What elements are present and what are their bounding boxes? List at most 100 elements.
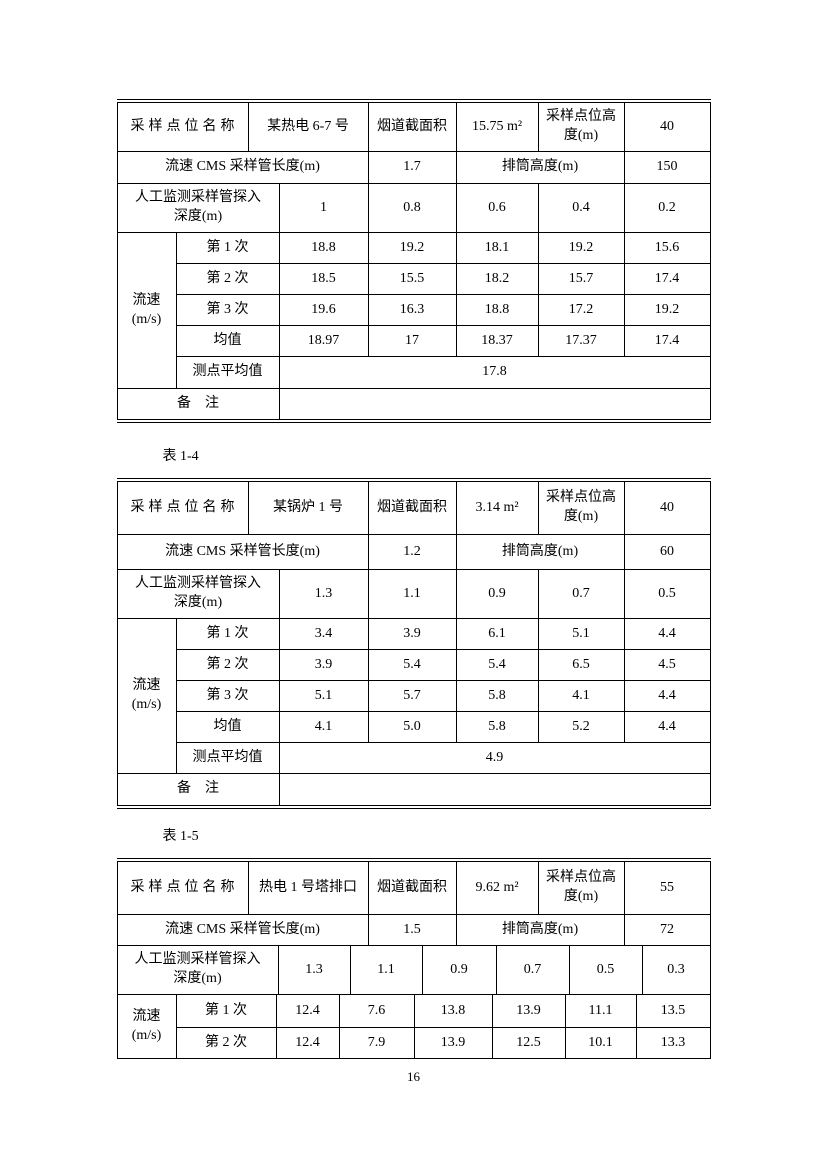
probe-value: 0.9 — [422, 946, 497, 995]
trial-value: 5.1 — [538, 619, 625, 650]
speed-section: 流速 (m/s) 第 1 次 18.8 19.2 18.1 19.2 15.6 … — [116, 233, 711, 389]
trial-value: 17.4 — [624, 264, 711, 295]
trial-value: 16.3 — [368, 295, 457, 326]
cms-value: 1.5 — [368, 915, 457, 946]
table-row: 流速 CMS 采样管长度(m) 1.2 排筒高度(m) 60 — [116, 535, 711, 570]
trial-value: 18.5 — [279, 264, 369, 295]
area-label: 烟道截面积 — [368, 103, 457, 152]
trial-value: 19.2 — [624, 295, 711, 326]
measurement-table-1-4: 采样点位名称 某锅炉 1 号 烟道截面积 3.14 m² 采样点位高 度(m) … — [116, 478, 711, 809]
trial-label: 第 1 次 — [176, 233, 280, 264]
trial-label: 第 1 次 — [176, 619, 280, 650]
trial-value: 15.7 — [538, 264, 625, 295]
probe-value: 0.4 — [538, 184, 625, 233]
trial-row: 第 3 次 5.1 5.7 5.8 4.1 4.4 — [176, 681, 711, 712]
trial-value: 5.8 — [456, 681, 539, 712]
table-row: 流速 CMS 采样管长度(m) 1.5 排筒高度(m) 72 — [116, 915, 711, 946]
area-label: 烟道截面积 — [368, 482, 457, 535]
table-row: 人工监测采样管探入 深度(m) 1.3 1.1 0.9 0.7 0.5 0.3 — [116, 946, 711, 995]
point-average-label: 测点平均值 — [176, 357, 280, 389]
trial-value: 4.4 — [624, 619, 711, 650]
probe-value: 0.2 — [624, 184, 711, 233]
remark-label: 备 注 — [116, 389, 280, 419]
name-value: 某热电 6-7 号 — [248, 103, 369, 152]
stack-label: 排筒高度(m) — [456, 535, 625, 570]
trial-value: 7.9 — [339, 1028, 415, 1059]
table-caption-1-4: 表 1-4 — [162, 449, 199, 464]
height-value: 40 — [624, 103, 711, 152]
speed-section: 流速 (m/s) 第 1 次 3.4 3.9 6.1 5.1 4.4 第 2 次… — [116, 619, 711, 774]
speed-label: 流速 (m/s) — [116, 233, 177, 389]
speed-label: 流速 (m/s) — [116, 995, 177, 1059]
trial-value: 18.1 — [456, 233, 539, 264]
trial-label: 均值 — [176, 326, 280, 357]
trial-value: 19.6 — [279, 295, 369, 326]
trial-value: 5.4 — [456, 650, 539, 681]
trial-label: 第 2 次 — [176, 264, 280, 295]
probe-value: 1.3 — [278, 946, 351, 995]
table-row: 采样点位名称 某热电 6-7 号 烟道截面积 15.75 m² 采样点位高 度(… — [116, 103, 711, 152]
cms-label: 流速 CMS 采样管长度(m) — [116, 915, 369, 946]
remark-label: 备 注 — [116, 774, 280, 805]
trial-row: 第 2 次 3.9 5.4 5.4 6.5 4.5 — [176, 650, 711, 681]
trial-value: 4.1 — [279, 712, 369, 743]
trial-value: 18.97 — [279, 326, 369, 357]
probe-value: 0.8 — [368, 184, 457, 233]
trial-value: 15.5 — [368, 264, 457, 295]
height-label: 采样点位高 度(m) — [538, 103, 625, 152]
probe-label: 人工监测采样管探入 深度(m) — [116, 570, 280, 619]
trial-value: 11.1 — [565, 995, 637, 1028]
area-value: 15.75 m² — [456, 103, 539, 152]
trial-value: 18.8 — [279, 233, 369, 264]
remark-value — [280, 389, 711, 419]
table-row: 人工监测采样管探入 深度(m) 1.3 1.1 0.9 0.7 0.5 — [116, 570, 711, 619]
cms-label: 流速 CMS 采样管长度(m) — [116, 535, 369, 570]
page-number: 16 — [407, 1069, 420, 1084]
table-row: 采样点位名称 某锅炉 1 号 烟道截面积 3.14 m² 采样点位高 度(m) … — [116, 482, 711, 535]
stack-label: 排筒高度(m) — [456, 915, 625, 946]
name-value: 某锅炉 1 号 — [248, 482, 369, 535]
document-page: 采样点位名称 某热电 6-7 号 烟道截面积 15.75 m² 采样点位高 度(… — [116, 0, 711, 1085]
point-average-row: 测点平均值 17.8 — [176, 357, 711, 389]
trial-row: 第 1 次 12.4 7.6 13.8 13.9 11.1 13.5 — [176, 995, 711, 1028]
trial-value: 13.3 — [636, 1028, 711, 1059]
probe-value: 1.3 — [279, 570, 369, 619]
trial-label: 第 3 次 — [176, 681, 280, 712]
trial-value: 13.8 — [414, 995, 493, 1028]
trial-value: 15.6 — [624, 233, 711, 264]
point-average-value: 4.9 — [279, 743, 711, 774]
trial-value: 5.4 — [368, 650, 457, 681]
cms-value: 1.7 — [368, 152, 457, 184]
table-caption-1-5: 表 1-5 — [162, 829, 199, 844]
trial-value: 6.1 — [456, 619, 539, 650]
trial-value: 5.8 — [456, 712, 539, 743]
table-row: 采样点位名称 热电 1 号塔排口 烟道截面积 9.62 m² 采样点位高 度(m… — [116, 862, 711, 915]
trial-value: 18.37 — [456, 326, 539, 357]
stack-value: 150 — [624, 152, 711, 184]
probe-value: 0.3 — [642, 946, 711, 995]
height-label: 采样点位高 度(m) — [538, 862, 625, 915]
area-value: 3.14 m² — [456, 482, 539, 535]
trial-value: 17 — [368, 326, 457, 357]
area-value: 9.62 m² — [456, 862, 539, 915]
trial-value: 3.4 — [279, 619, 369, 650]
trial-row: 第 3 次 19.6 16.3 18.8 17.2 19.2 — [176, 295, 711, 326]
trial-label: 第 2 次 — [176, 1028, 277, 1059]
trial-value: 7.6 — [339, 995, 415, 1028]
probe-value: 0.7 — [538, 570, 625, 619]
table-row: 人工监测采样管探入 深度(m) 1 0.8 0.6 0.4 0.2 — [116, 184, 711, 233]
remark-value — [280, 774, 711, 805]
trial-label: 均值 — [176, 712, 280, 743]
probe-value: 0.5 — [569, 946, 643, 995]
trial-row: 第 1 次 3.4 3.9 6.1 5.1 4.4 — [176, 619, 711, 650]
stack-value: 60 — [624, 535, 711, 570]
stack-value: 72 — [624, 915, 711, 946]
trial-value: 17.4 — [624, 326, 711, 357]
trial-row: 均值 4.1 5.0 5.8 5.2 4.4 — [176, 712, 711, 743]
trial-value: 10.1 — [565, 1028, 637, 1059]
trial-value: 5.1 — [279, 681, 369, 712]
trial-value: 13.9 — [492, 995, 566, 1028]
remark-row: 备 注 — [116, 389, 711, 419]
trial-value: 5.7 — [368, 681, 457, 712]
trial-value: 19.2 — [368, 233, 457, 264]
